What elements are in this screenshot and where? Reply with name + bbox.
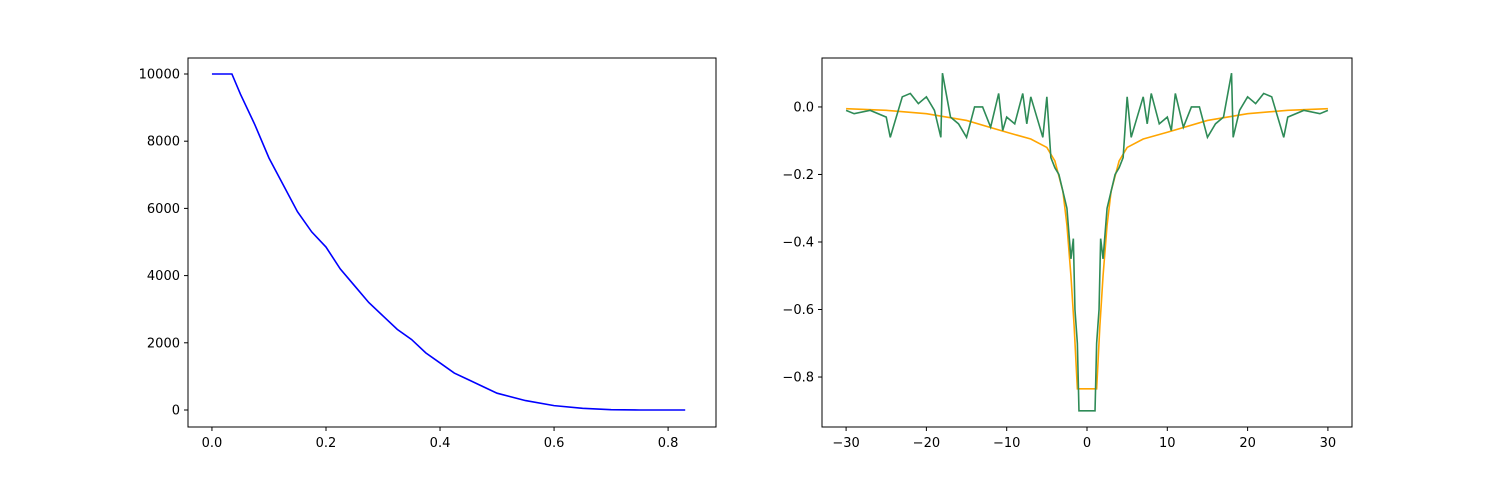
y-tick-label: −0.8	[782, 371, 814, 386]
y-tick-label: 0	[172, 403, 180, 418]
y-tick-label: −0.6	[782, 303, 814, 318]
y-tick-label: 10000	[139, 67, 180, 82]
axes-frame	[821, 57, 1353, 428]
x-tick-label: 0.2	[316, 436, 337, 451]
x-tick-label: 0.0	[202, 436, 223, 451]
y-tick-label: 4000	[147, 269, 180, 284]
y-tick-label: −0.2	[782, 168, 814, 183]
x-tick-label: 0.4	[430, 436, 451, 451]
y-tick-label: 8000	[147, 135, 180, 150]
line	[211, 73, 686, 411]
line	[845, 73, 1329, 412]
x-tick-label: −10	[993, 436, 1020, 451]
x-tick-label: 0.6	[544, 436, 565, 451]
x-tick-label: −20	[913, 436, 940, 451]
x-tick-label: 0	[1083, 436, 1091, 451]
axes-frame	[187, 57, 717, 428]
y-tick-label: 6000	[147, 202, 180, 217]
y-tick-label: −0.4	[782, 235, 814, 250]
y-tick-label: 0.0	[793, 100, 814, 115]
x-tick-label: 10	[1159, 436, 1176, 451]
x-tick-label: 0.8	[658, 436, 679, 451]
y-tick-label: 2000	[147, 336, 180, 351]
x-tick-label: 20	[1239, 436, 1256, 451]
x-tick-label: 30	[1320, 436, 1337, 451]
x-tick-label: −30	[832, 436, 859, 451]
line	[846, 107, 1328, 390]
